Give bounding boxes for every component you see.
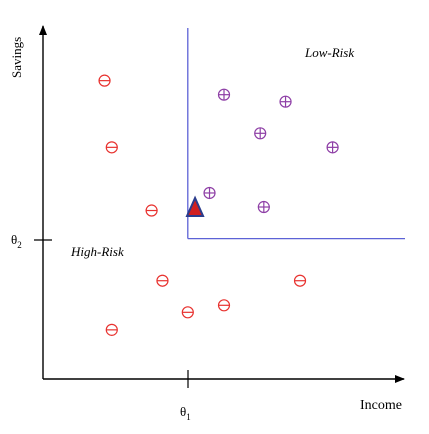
query-point-triangle [185,195,205,218]
data-points [98,74,339,336]
low-risk-region-label: Low-Risk [304,45,354,60]
high-risk-region-label: High-Risk [70,244,124,259]
high-risk-point-8 [105,323,118,336]
low-risk-point-3 [254,127,267,140]
high-risk-point-3 [145,204,158,217]
low-risk-point-6 [257,200,270,214]
high-risk-point-2 [105,141,118,154]
y-axis-label: Savings [9,37,24,78]
high-risk-point-7 [293,274,307,287]
theta2-label: θ2 [11,232,22,250]
x-axis-label: Income [360,398,402,413]
high-risk-point-6 [217,299,231,312]
low-risk-point-1 [217,88,231,101]
low-risk-point-5 [203,186,216,200]
high-risk-point-4 [156,274,169,287]
high-risk-point-1 [98,74,111,87]
theta1-label: θ1 [180,404,191,422]
high-risk-point-5 [181,306,194,319]
low-risk-point-2 [279,95,292,108]
low-risk-point-4 [326,141,339,154]
